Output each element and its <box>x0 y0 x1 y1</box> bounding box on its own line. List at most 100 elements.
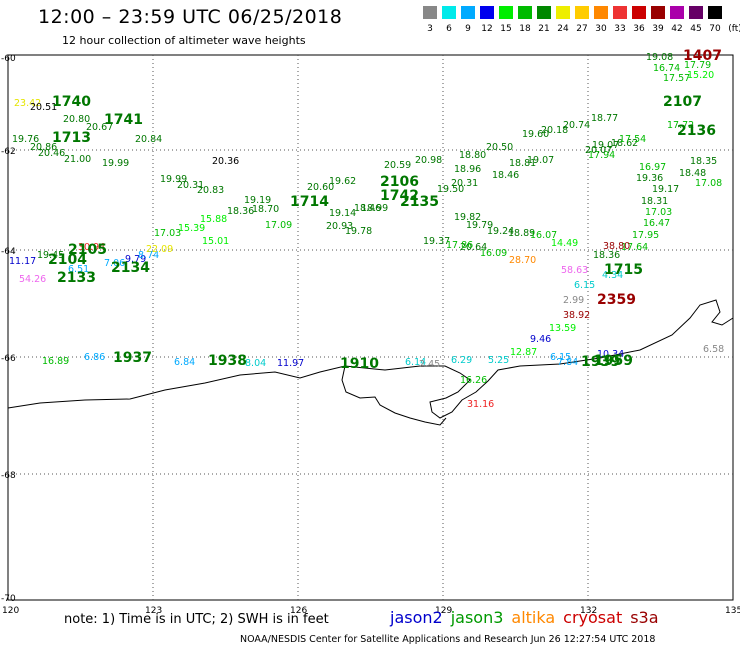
wave-height-label: 19.62 <box>329 176 356 187</box>
wave-height-label: 19.36 <box>636 173 663 184</box>
wave-height-label: 12.87 <box>510 347 537 358</box>
wave-height-label: 19.50 <box>437 184 464 195</box>
wave-height-label: 16.47 <box>643 218 670 229</box>
latitude-label: -62 <box>1 147 16 157</box>
legend-label: 3 <box>427 24 433 34</box>
wave-height-label: 19.07 <box>527 155 554 166</box>
wave-height-label: 2.45 <box>419 359 440 370</box>
wave-height-label: 20.64 <box>460 242 487 253</box>
pass-time-label: 2136 <box>677 123 716 139</box>
wave-height-label: 20.59 <box>384 160 411 171</box>
wave-height-label: 9.46 <box>530 334 551 345</box>
legend-label: 27 <box>576 24 588 34</box>
wave-height-label: 17.03 <box>645 207 672 218</box>
wave-height-label: 6.29 <box>451 355 472 366</box>
wave-height-label: 20.31 <box>451 178 478 189</box>
legend-swatch <box>423 6 437 19</box>
wave-height-label: 18.80 <box>459 150 486 161</box>
wave-height-label: 21.00 <box>64 154 91 165</box>
wave-height-label: 10.34 <box>597 349 624 360</box>
wave-height-label: 7.84 <box>557 357 578 368</box>
satellite-jason2: jason2 <box>390 608 443 627</box>
wave-height-label: 19.99 <box>160 174 187 185</box>
wave-height-label: 20.18 <box>541 125 568 136</box>
pass-time-label: 1938 <box>208 353 247 369</box>
wave-height-label: 11.17 <box>9 256 36 267</box>
wave-height-label: 16.74 <box>653 63 680 74</box>
wave-height-label: 18.81 <box>509 158 536 169</box>
pass-time-label: 2134 <box>111 260 150 276</box>
latitude-label: -70 <box>1 594 16 604</box>
legend-swatch <box>632 6 646 19</box>
satellite-legend: jason2 jason3 altika cryosat s3a <box>390 608 667 627</box>
pass-time-label: 1713 <box>52 130 91 146</box>
legend-label: 30 <box>595 24 607 34</box>
legend-swatch <box>651 6 665 19</box>
wave-height-label: 20.36 <box>212 156 239 167</box>
wave-height-label: 16.97 <box>639 162 666 173</box>
wave-height-label: 19.14 <box>329 208 356 219</box>
note-text: note: 1) Time is in UTC; 2) SWH is in fe… <box>64 612 329 627</box>
wave-height-label: 14.49 <box>551 238 578 249</box>
wave-height-label: 17.72 <box>667 120 694 131</box>
wave-height-label: 20.84 <box>135 134 162 145</box>
longitude-label: 126 <box>290 606 307 616</box>
pass-time-label: 1959 <box>594 353 633 369</box>
legend-swatch <box>499 6 513 19</box>
legend-label: 12 <box>481 24 493 34</box>
latitude-label: -64 <box>1 247 16 257</box>
wave-height-label: 17.64 <box>621 242 648 253</box>
page-title: 12:00 – 23:59 UTC 06/25/2018 <box>38 6 343 28</box>
wave-height-label: 20.51 <box>30 102 57 113</box>
wave-height-label: 2.99 <box>563 295 584 306</box>
pass-time-label: 1939 <box>581 354 620 370</box>
wave-height-label: 19.99 <box>102 158 129 169</box>
wave-height-label: 18.48 <box>679 168 706 179</box>
latitude-label: -68 <box>1 471 16 481</box>
wave-height-label: 6.84 <box>174 357 195 368</box>
wave-height-label: 4.34 <box>602 270 623 281</box>
wave-height-label: 20.67 <box>86 122 113 133</box>
wave-height-label: 28.70 <box>509 255 536 266</box>
pass-time-label: 2106 <box>380 174 419 190</box>
wave-height-label: 8.74 <box>138 250 159 261</box>
wave-height-label: 20.07 <box>585 145 612 156</box>
legend-swatch <box>461 6 475 19</box>
wave-height-label: 17.54 <box>619 134 646 145</box>
wave-height-label: 18.96 <box>454 164 481 175</box>
coastline <box>7 299 734 419</box>
legend-swatch <box>708 6 722 19</box>
pass-time-label: 1714 <box>290 194 329 210</box>
wave-height-label: 20.31 <box>177 180 204 191</box>
wave-height-label: 15.20 <box>687 70 714 81</box>
wave-height-label: 18.46 <box>354 203 381 214</box>
legend-label: 18 <box>519 24 531 34</box>
wave-height-label: 8.04 <box>245 358 266 369</box>
wave-height-label: 20.93 <box>326 221 353 232</box>
wave-height-label: 19.76 <box>12 134 39 145</box>
satellite-altika: altika <box>511 608 556 627</box>
legend-swatch <box>575 6 589 19</box>
wave-height-label: 13.59 <box>549 323 576 334</box>
wave-height-label: 19.60 <box>522 129 549 140</box>
wave-height-label: 15.01 <box>202 236 229 247</box>
wave-height-label: 20.60 <box>307 182 334 193</box>
footer-credit: NOAA/NESDIS Center for Satellite Applica… <box>240 634 656 645</box>
satellite-jason3: jason3 <box>450 608 504 627</box>
wave-height-label: 17.94 <box>588 150 615 161</box>
wave-height-label: 9.79 <box>125 254 146 265</box>
wave-height-label: 18.31 <box>641 196 668 207</box>
wave-height-label: 19.17 <box>652 184 679 195</box>
wave-height-label: 6.15 <box>550 352 571 363</box>
wave-height-label: 16.07 <box>530 230 557 241</box>
wave-height-label: 18.36 <box>227 206 254 217</box>
wave-height-label: 31.16 <box>467 399 494 410</box>
wave-height-label: 15.39 <box>178 223 205 234</box>
wave-height-label: 16.09 <box>480 248 507 259</box>
legend-label: 24 <box>557 24 569 34</box>
longitude-label: 120 <box>2 606 19 616</box>
pass-time-label: 1407 <box>683 48 722 64</box>
wave-height-label: 18.36 <box>593 250 620 261</box>
pass-time-label: 2107 <box>663 94 702 110</box>
